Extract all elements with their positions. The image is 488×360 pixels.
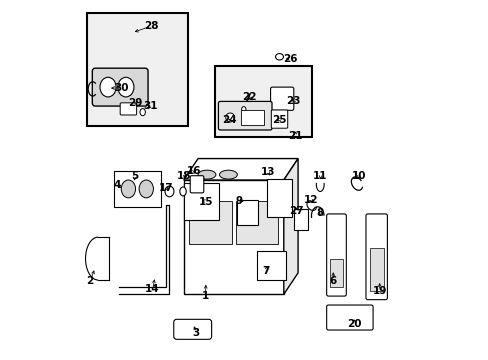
FancyBboxPatch shape	[266, 179, 291, 217]
Ellipse shape	[198, 170, 216, 179]
Text: 30: 30	[114, 83, 128, 93]
Text: 15: 15	[199, 197, 213, 207]
Text: 26: 26	[283, 54, 297, 64]
Bar	[189, 202, 231, 244]
FancyBboxPatch shape	[293, 208, 307, 230]
Ellipse shape	[139, 180, 153, 198]
FancyBboxPatch shape	[86, 13, 188, 126]
Text: 10: 10	[351, 171, 366, 181]
FancyBboxPatch shape	[326, 214, 346, 296]
FancyBboxPatch shape	[326, 305, 372, 330]
FancyBboxPatch shape	[190, 176, 203, 193]
FancyBboxPatch shape	[92, 68, 148, 106]
Text: 20: 20	[346, 319, 361, 329]
FancyBboxPatch shape	[184, 183, 218, 220]
Text: 13: 13	[260, 167, 274, 177]
Text: 29: 29	[128, 98, 142, 108]
Ellipse shape	[140, 109, 145, 116]
Text: 12: 12	[303, 195, 317, 204]
Text: 8: 8	[316, 208, 323, 218]
Text: 9: 9	[235, 196, 242, 206]
Text: 27: 27	[288, 206, 303, 216]
Text: 3: 3	[192, 328, 200, 338]
FancyBboxPatch shape	[236, 200, 258, 225]
Ellipse shape	[118, 77, 134, 97]
Ellipse shape	[275, 54, 283, 60]
FancyBboxPatch shape	[215, 66, 311, 137]
FancyBboxPatch shape	[270, 87, 293, 111]
Ellipse shape	[164, 186, 174, 197]
FancyBboxPatch shape	[257, 251, 285, 280]
FancyBboxPatch shape	[369, 248, 383, 291]
Polygon shape	[183, 158, 298, 180]
Ellipse shape	[180, 187, 186, 196]
Text: 17: 17	[158, 183, 173, 193]
FancyBboxPatch shape	[271, 110, 287, 128]
Text: 16: 16	[186, 166, 201, 176]
Text: 31: 31	[143, 101, 158, 111]
FancyBboxPatch shape	[218, 102, 271, 130]
Text: 18: 18	[177, 171, 191, 181]
FancyBboxPatch shape	[114, 171, 160, 207]
Text: 5: 5	[131, 171, 138, 181]
Text: 25: 25	[271, 115, 286, 125]
Text: 14: 14	[145, 284, 159, 294]
FancyBboxPatch shape	[241, 111, 264, 125]
Text: 6: 6	[329, 276, 336, 286]
FancyBboxPatch shape	[329, 258, 342, 287]
Ellipse shape	[241, 107, 245, 112]
FancyBboxPatch shape	[173, 319, 211, 339]
Text: 4: 4	[114, 180, 121, 190]
FancyBboxPatch shape	[120, 103, 136, 115]
Text: 7: 7	[262, 266, 269, 276]
Text: 23: 23	[286, 96, 301, 106]
Bar	[235, 202, 278, 244]
Text: 22: 22	[242, 92, 257, 102]
Ellipse shape	[219, 170, 237, 179]
Text: 19: 19	[371, 287, 386, 296]
FancyBboxPatch shape	[365, 214, 386, 300]
FancyBboxPatch shape	[183, 180, 283, 294]
Text: 11: 11	[312, 171, 327, 181]
Ellipse shape	[100, 77, 116, 97]
Text: 28: 28	[143, 21, 158, 31]
Ellipse shape	[225, 113, 234, 122]
Text: 21: 21	[288, 131, 302, 141]
Ellipse shape	[121, 180, 135, 198]
Text: 1: 1	[201, 291, 208, 301]
Text: 2: 2	[86, 276, 94, 286]
Polygon shape	[283, 158, 298, 294]
Text: 24: 24	[222, 115, 236, 125]
